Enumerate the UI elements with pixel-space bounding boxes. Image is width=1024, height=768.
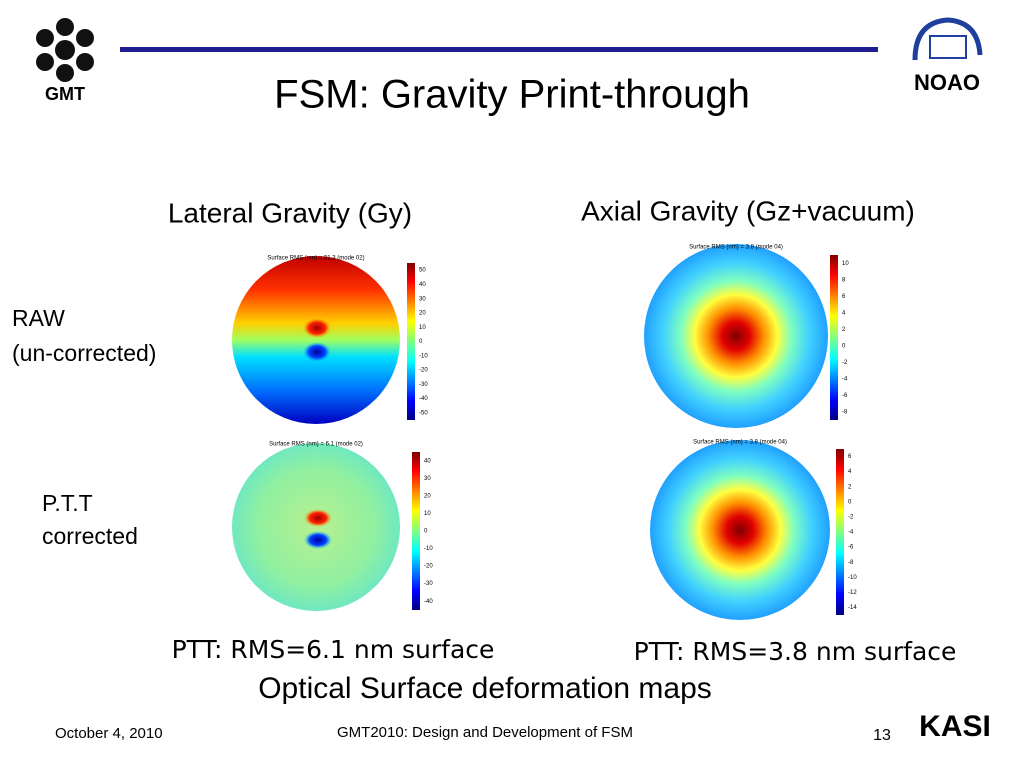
- colorbar-tick: -12: [848, 590, 857, 596]
- map-title: Surface RMS (nm) = 3.8 (mode 04): [693, 440, 787, 446]
- colorbar-tick: -30: [424, 581, 433, 587]
- colorbar-tick: 20: [424, 493, 431, 499]
- colorbar-tick: -2: [842, 360, 848, 366]
- map-image: [232, 256, 400, 424]
- colorbar-tick: -6: [842, 393, 848, 399]
- colorbar-tick: 6: [848, 454, 852, 460]
- colorbar-tick: 10: [419, 325, 426, 331]
- colorbar-tick: 40: [424, 458, 431, 464]
- caption: PTT: RMS=6.1 nm surface: [172, 635, 495, 664]
- slide-title: FSM: Gravity Print-through: [274, 73, 750, 117]
- colorbar: [412, 452, 420, 610]
- column-header: Axial Gravity (Gz+vacuum): [581, 195, 915, 226]
- colorbar-tick: 6: [842, 294, 846, 300]
- noao-logo: NOAO: [912, 17, 983, 95]
- colorbar-tick: -6: [848, 545, 854, 551]
- colorbar-tick: -8: [842, 409, 848, 415]
- colorbar: [830, 255, 838, 420]
- row-label: (un-corrected): [12, 340, 156, 366]
- page-number: 13: [873, 727, 891, 744]
- colorbar-tick: -14: [848, 605, 857, 611]
- colorbar-tick: 2: [848, 484, 852, 490]
- colorbar-tick: -4: [842, 376, 848, 382]
- colorbar-tick: -10: [424, 546, 433, 552]
- colorbar-tick: -30: [419, 382, 428, 388]
- colorbar-tick: 0: [419, 339, 423, 345]
- colorbar-tick: 10: [842, 261, 849, 267]
- map-title: Surface RMS (nm) = 6.1 (mode 02): [269, 442, 363, 448]
- caption: PTT: RMS=3.8 nm surface: [634, 637, 957, 666]
- kasi-logo: KASI: [919, 710, 991, 743]
- header-rule: [120, 47, 878, 52]
- colorbar-tick: 50: [419, 268, 426, 274]
- gmt-logo: GMT: [36, 18, 94, 104]
- colorbar-tick: 8: [842, 277, 846, 283]
- colorbar-tick: 30: [419, 296, 426, 302]
- colorbar-tick: -10: [848, 575, 857, 581]
- colorbar: [836, 449, 844, 615]
- colorbar-tick: 0: [424, 529, 428, 535]
- map-title: Surface RMS (nm) = 3.8 (mode 04): [689, 245, 783, 251]
- row-label: corrected: [42, 523, 138, 549]
- logo-text: GMT: [45, 84, 85, 104]
- row-label: RAW: [12, 305, 65, 331]
- colorbar-tick: -4: [848, 530, 854, 536]
- colorbar-tick: -20: [424, 564, 433, 570]
- colorbar: [407, 263, 415, 420]
- footer-text: GMT2010: Design and Development of FSM: [337, 724, 633, 741]
- colorbar-tick: 20: [419, 311, 426, 317]
- colorbar-tick: -2: [848, 514, 854, 520]
- colorbar-tick: -40: [419, 396, 428, 402]
- colorbar-tick: -40: [424, 599, 433, 605]
- colorbar-tick: 4: [842, 310, 846, 316]
- map-image: [232, 443, 400, 611]
- colorbar-tick: 0: [848, 499, 852, 505]
- colorbar-tick: -20: [419, 368, 428, 374]
- logo-text: NOAO: [914, 70, 980, 95]
- colorbar-tick: 2: [842, 327, 846, 333]
- footer-date: October 4, 2010: [55, 725, 163, 742]
- subtitle: Optical Surface deformation maps: [258, 672, 712, 705]
- colorbar-tick: 10: [424, 511, 431, 517]
- map-image: [644, 244, 828, 428]
- colorbar-tick: 40: [419, 282, 426, 288]
- colorbar-tick: -10: [419, 353, 428, 359]
- colorbar-tick: 30: [424, 476, 431, 482]
- colorbar-tick: -50: [419, 410, 428, 416]
- column-header: Lateral Gravity (Gy): [168, 197, 412, 228]
- map-image: [650, 440, 830, 620]
- map-title: Surface RMS (nm) = 31.3 (mode 02): [267, 256, 364, 262]
- colorbar-tick: -8: [848, 560, 854, 566]
- colorbar-tick: 0: [842, 343, 846, 349]
- colorbar-tick: 4: [848, 469, 852, 475]
- row-label: P.T.T: [42, 490, 93, 516]
